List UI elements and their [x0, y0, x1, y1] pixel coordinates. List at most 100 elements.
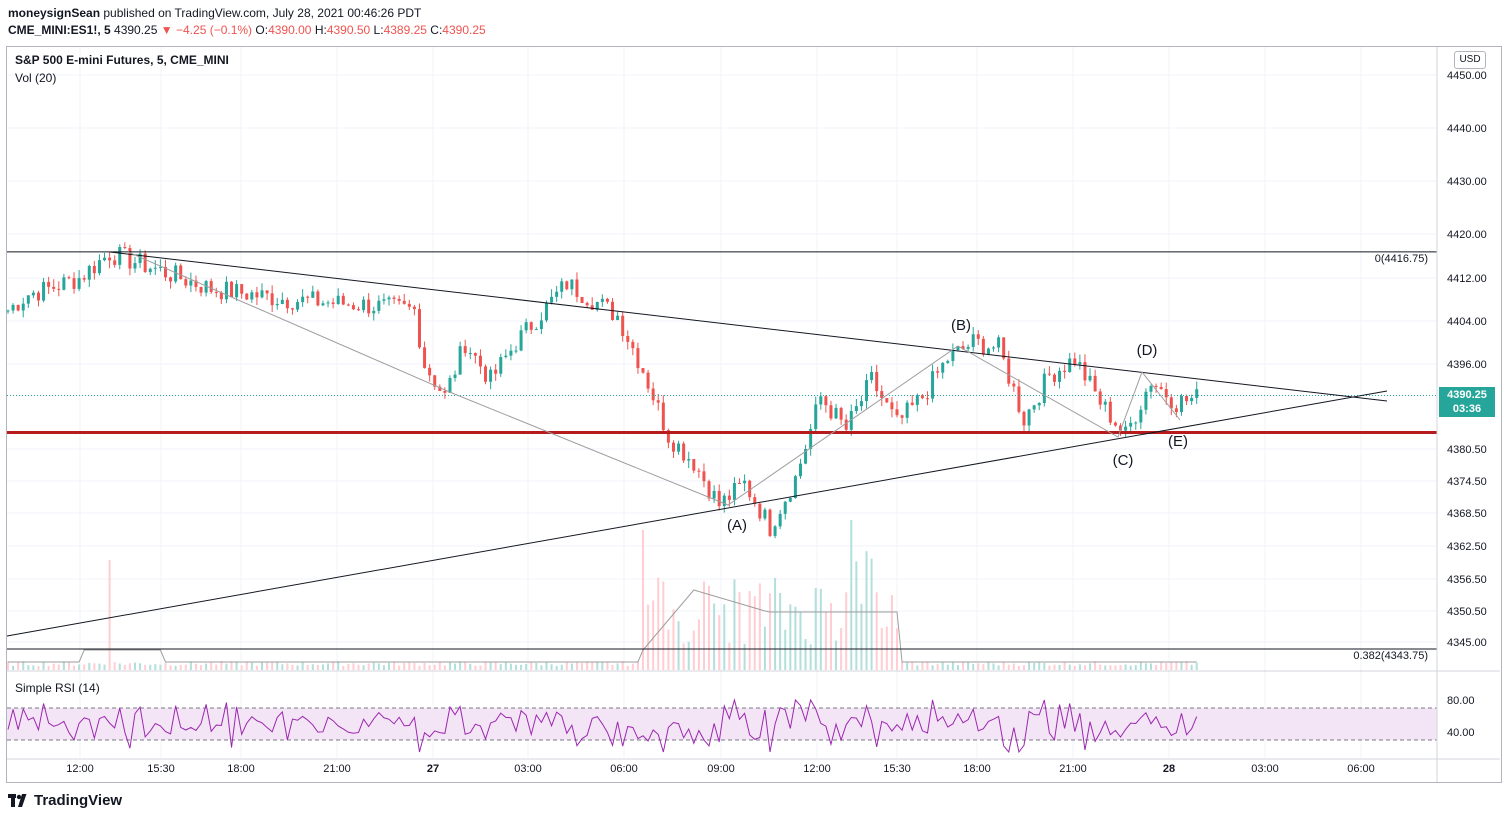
candle — [1119, 425, 1123, 431]
volume-bar — [321, 664, 324, 670]
price-tick-label: 4404.00 — [1447, 316, 1487, 328]
candle — [255, 292, 259, 298]
candle — [555, 291, 559, 297]
candle — [407, 303, 411, 307]
chart-frame[interactable] — [6, 46, 1502, 783]
volume-bar — [738, 592, 741, 670]
volume-bar — [1185, 661, 1188, 670]
volume-bar — [1099, 664, 1102, 670]
volume-bar — [296, 665, 299, 670]
volume-bar — [108, 560, 111, 670]
time-tick-label: 03:00 — [1251, 763, 1279, 775]
volume-bar — [1139, 661, 1142, 670]
candle — [981, 338, 985, 355]
volume-bar — [581, 663, 584, 670]
volume-bar — [819, 588, 822, 670]
volume-bar — [316, 665, 319, 670]
volume-bar — [677, 621, 680, 670]
volume-bar — [230, 661, 233, 670]
candle — [844, 419, 848, 430]
price-tick-label: 4356.50 — [1447, 574, 1487, 586]
rsi-pane — [7, 698, 1437, 754]
chart-title-legend[interactable]: S&P 500 E-mini Futures, 5, CME_MINI — [15, 53, 229, 67]
volume-bar — [1109, 665, 1112, 670]
candle — [1063, 370, 1067, 373]
candle — [143, 253, 147, 273]
candle — [951, 350, 955, 361]
candle — [443, 391, 447, 393]
publisher-name[interactable]: moneysignSean — [8, 6, 101, 20]
candle — [42, 281, 46, 301]
volume-bar — [17, 661, 20, 670]
volume-bar — [1068, 664, 1071, 670]
price-tick-label: 4345.00 — [1447, 637, 1487, 649]
candle — [773, 526, 777, 536]
candle — [809, 428, 813, 449]
candle — [804, 448, 808, 464]
candle — [1042, 373, 1046, 404]
symbol-name[interactable]: CME_MINI:ES1!, 5 — [8, 23, 111, 37]
volume-bar — [113, 662, 116, 670]
volume-bar — [184, 664, 187, 670]
volume-bar — [586, 661, 589, 670]
volume-bar — [906, 662, 909, 670]
candle — [36, 292, 40, 301]
candle — [1154, 385, 1158, 387]
volume-bar — [799, 612, 802, 670]
candle — [6, 310, 10, 312]
volume-bar — [779, 593, 782, 670]
volume-bar — [393, 661, 396, 670]
volume-bar — [575, 661, 578, 670]
volume-legend[interactable]: Vol (20) — [15, 71, 57, 85]
drawings: 0(4416.75) 0.382(4343.75) (A) (B) (C) (D) (E) — [6, 251, 1437, 662]
candle — [1169, 397, 1173, 409]
lower-trendline — [6, 390, 1388, 637]
currency-badge[interactable]: USD — [1454, 51, 1486, 69]
candle — [138, 253, 142, 264]
volume-bar — [362, 665, 365, 670]
volume-bar — [174, 665, 177, 670]
volume-bar — [1012, 663, 1015, 670]
volume-bar — [565, 661, 568, 670]
volume-bar — [286, 663, 289, 670]
volume-bar — [774, 577, 777, 670]
volume-bar — [657, 577, 660, 670]
candle — [123, 247, 127, 249]
volume-bar — [972, 663, 975, 670]
volume-bar — [459, 661, 462, 670]
candle — [727, 495, 731, 500]
candle — [97, 260, 101, 274]
volume-bar — [47, 665, 50, 670]
candle — [1108, 401, 1112, 423]
time-tick-label: 28 — [1163, 763, 1175, 775]
volume-bar — [515, 664, 517, 670]
open-value: 4390.00 — [268, 23, 312, 37]
candle — [692, 459, 696, 471]
volume-bar — [337, 661, 340, 670]
candle — [626, 336, 630, 342]
candle — [382, 299, 386, 301]
volume-bar — [784, 629, 787, 670]
volume-bar — [377, 663, 380, 670]
candle — [849, 411, 853, 430]
candle — [473, 353, 477, 356]
tradingview-logo[interactable]: TradingView — [8, 792, 122, 809]
volume-bar — [987, 661, 990, 670]
time-tick-label: 27 — [427, 763, 439, 775]
volume-bar — [149, 664, 152, 670]
wave-zigzag — [127, 251, 1181, 506]
volume-bar — [1180, 661, 1183, 670]
volume-bar — [342, 665, 345, 670]
volume-bar — [164, 662, 167, 670]
candle — [499, 357, 503, 374]
candle — [1190, 397, 1194, 402]
time-tick-label: 15:30 — [147, 763, 175, 775]
volume-bar — [1170, 662, 1173, 670]
volume-bar — [311, 664, 314, 670]
volume-bar — [758, 583, 761, 670]
candle — [179, 265, 183, 280]
candle — [641, 368, 645, 373]
rsi-legend[interactable]: Simple RSI (14) — [15, 681, 100, 695]
volume-bar — [250, 662, 253, 670]
